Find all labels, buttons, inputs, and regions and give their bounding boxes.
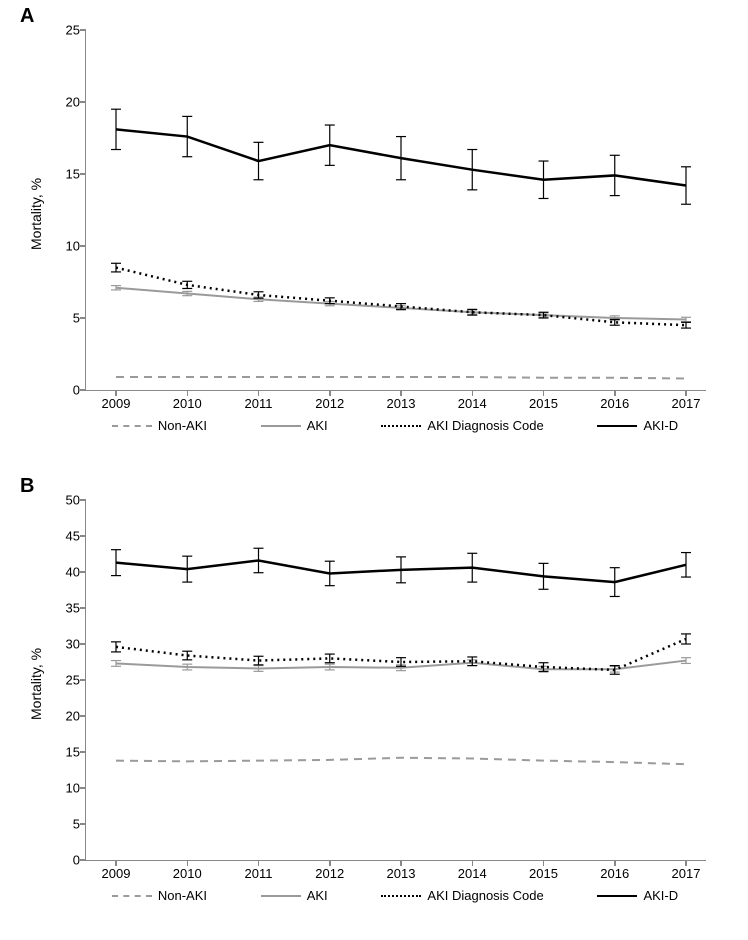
- ytick-mark: [80, 29, 86, 31]
- xtick-mark: [614, 860, 616, 866]
- series-non_aki: [116, 377, 686, 378]
- xtick-mark: [472, 860, 474, 866]
- xtick-mark: [187, 860, 189, 866]
- legend-item-aki_dx: AKI Diagnosis Code: [381, 888, 543, 903]
- ytick-mark: [80, 751, 86, 753]
- xtick-mark: [187, 390, 189, 396]
- ytick-mark: [80, 823, 86, 825]
- legend-label: AKI Diagnosis Code: [427, 888, 543, 903]
- legend-swatch: [112, 425, 152, 427]
- ytick-mark: [80, 317, 86, 319]
- ytick-mark: [80, 715, 86, 717]
- legend-item-non_aki: Non-AKI: [112, 418, 207, 433]
- errorbar: [182, 651, 192, 660]
- ytick-mark: [80, 643, 86, 645]
- legend-item-aki_d: AKI-D: [597, 418, 678, 433]
- legend-swatch: [261, 895, 301, 897]
- xtick-mark: [685, 390, 687, 396]
- ytick-mark: [80, 571, 86, 573]
- errorbar: [111, 263, 121, 272]
- panel-b-ylabel: Mortality, %: [28, 648, 44, 720]
- xtick-mark: [115, 390, 117, 396]
- ytick-mark: [80, 245, 86, 247]
- legend-item-aki_dx: AKI Diagnosis Code: [381, 418, 543, 433]
- legend-label: AKI: [307, 418, 328, 433]
- xtick-mark: [543, 860, 545, 866]
- errorbar: [681, 634, 691, 644]
- ytick-mark: [80, 859, 86, 861]
- legend-label: AKI: [307, 888, 328, 903]
- xtick-mark: [614, 390, 616, 396]
- ytick-mark: [80, 607, 86, 609]
- ytick-mark: [80, 787, 86, 789]
- xtick-mark: [400, 390, 402, 396]
- xtick-mark: [543, 390, 545, 396]
- ytick-mark: [80, 535, 86, 537]
- xtick-mark: [329, 860, 331, 866]
- legend-item-aki: AKI: [261, 418, 328, 433]
- errorbar: [182, 281, 192, 288]
- ytick-mark: [80, 679, 86, 681]
- panel-a-label: A: [20, 5, 34, 28]
- series-non_aki: [116, 758, 686, 764]
- legend-label: AKI-D: [643, 418, 678, 433]
- legend-swatch: [597, 425, 637, 427]
- xtick-mark: [258, 860, 260, 866]
- xtick-mark: [400, 860, 402, 866]
- legend-label: AKI-D: [643, 888, 678, 903]
- panel-b-svg: [86, 500, 706, 860]
- panel-a-svg: [86, 30, 706, 390]
- legend-item-aki: AKI: [261, 888, 328, 903]
- legend-label: AKI Diagnosis Code: [427, 418, 543, 433]
- legend-swatch: [261, 425, 301, 427]
- ytick-mark: [80, 389, 86, 391]
- panel-a-ylabel: Mortality, %: [28, 178, 44, 250]
- panel-b-label: B: [20, 475, 34, 498]
- legend-swatch: [381, 425, 421, 427]
- xtick-mark: [115, 860, 117, 866]
- panel-a-plot: 0510152025200920102011201220132014201520…: [85, 30, 706, 391]
- xtick-mark: [329, 390, 331, 396]
- legend-swatch: [112, 895, 152, 897]
- panel-a-legend: Non-AKI AKI AKI Diagnosis Code AKI-D: [85, 418, 705, 433]
- legend-label: Non-AKI: [158, 418, 207, 433]
- figure: A Mortality, % 0510152025200920102011201…: [0, 0, 748, 940]
- legend-swatch: [597, 895, 637, 897]
- ytick-mark: [80, 173, 86, 175]
- xtick-mark: [258, 390, 260, 396]
- xtick-mark: [685, 860, 687, 866]
- xtick-mark: [472, 390, 474, 396]
- errorbar: [111, 642, 121, 652]
- panel-a: A Mortality, % 0510152025200920102011201…: [0, 0, 748, 460]
- panel-b-plot: 0510152025303540455020092010201120122013…: [85, 500, 706, 861]
- ytick-mark: [80, 499, 86, 501]
- panel-b: B Mortality, % 0510152025303540455020092…: [0, 470, 748, 930]
- legend-swatch: [381, 895, 421, 897]
- panel-b-legend: Non-AKI AKI AKI Diagnosis Code AKI-D: [85, 888, 705, 903]
- ytick-mark: [80, 101, 86, 103]
- legend-label: Non-AKI: [158, 888, 207, 903]
- legend-item-aki_d: AKI-D: [597, 888, 678, 903]
- legend-item-non_aki: Non-AKI: [112, 888, 207, 903]
